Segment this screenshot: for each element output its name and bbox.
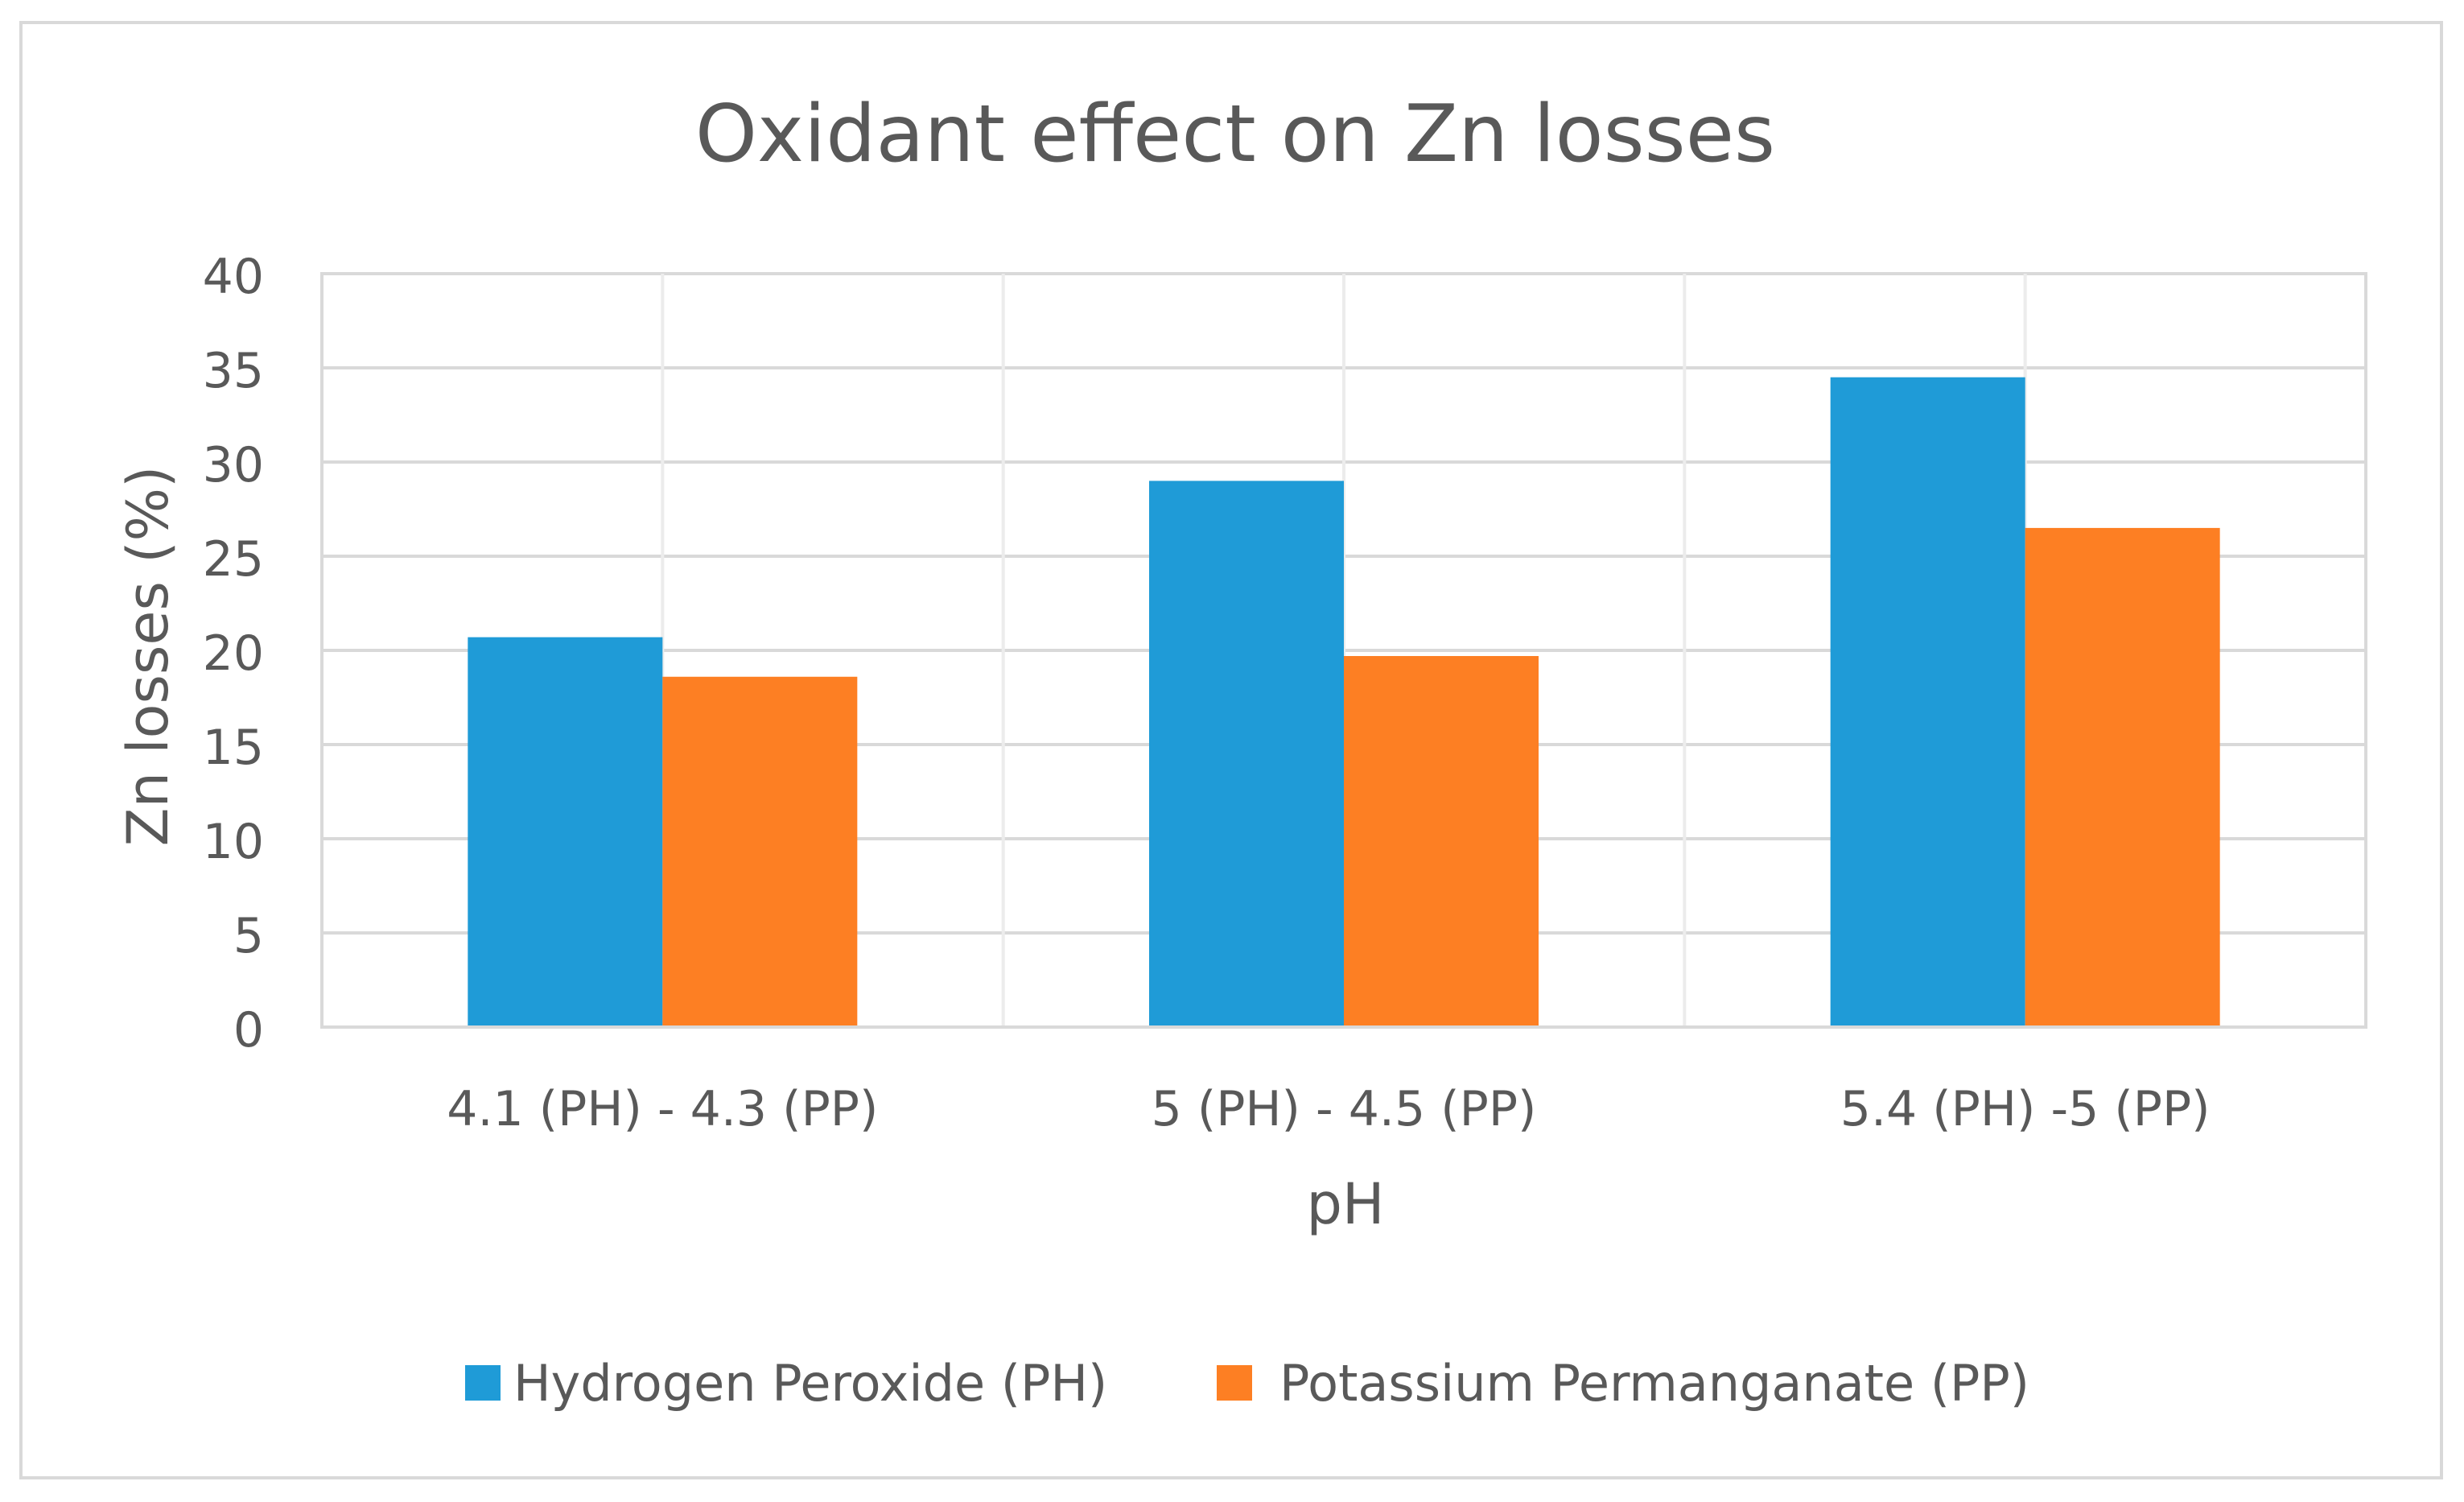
bars xyxy=(468,377,2220,1027)
bar-potassium-permanganate xyxy=(1344,656,1539,1027)
y-tick-label: 10 xyxy=(203,814,264,870)
bar-potassium-permanganate xyxy=(662,676,858,1027)
legend: Hydrogen Peroxide (PH) Potassium Permanga… xyxy=(465,1354,2029,1413)
x-tick-label: 5 (PH) - 4.5 (PP) xyxy=(1152,1081,1537,1137)
x-tick-label: 5.4 (PH) -5 (PP) xyxy=(1840,1081,2211,1137)
bar-hydrogen-peroxide xyxy=(468,637,663,1027)
legend-swatch xyxy=(1217,1365,1252,1401)
x-axis-label: pH xyxy=(1306,1171,1384,1237)
y-tick-label: 15 xyxy=(203,720,264,776)
legend-label: Hydrogen Peroxide (PH) xyxy=(513,1354,1107,1413)
bar-hydrogen-peroxide xyxy=(1830,377,2025,1027)
chart-title: Oxidant effect on Zn losses xyxy=(695,89,1775,180)
y-tick-label: 35 xyxy=(203,343,264,399)
y-tick-label: 5 xyxy=(233,908,264,964)
axes: 0 5 10 15 20 25 30 35 40 4.1 (PH) - 4.3 (PP) 5 (PH… xyxy=(203,249,2366,1137)
y-tick-label: 25 xyxy=(203,531,264,588)
y-tick-label: 40 xyxy=(203,249,264,305)
y-tick-label: 30 xyxy=(203,437,264,493)
legend-swatch xyxy=(465,1365,501,1401)
y-axis-label: Zn losses (%) xyxy=(115,466,181,847)
y-tick-label: 20 xyxy=(203,625,264,682)
bar-potassium-permanganate xyxy=(2025,527,2220,1027)
y-tick-label: 0 xyxy=(233,1002,264,1058)
legend-label: Potassium Permanganate (PP) xyxy=(1279,1354,2029,1413)
x-tick-label: 4.1 (PH) - 4.3 (PP) xyxy=(447,1081,878,1137)
bar-hydrogen-peroxide xyxy=(1149,481,1344,1027)
